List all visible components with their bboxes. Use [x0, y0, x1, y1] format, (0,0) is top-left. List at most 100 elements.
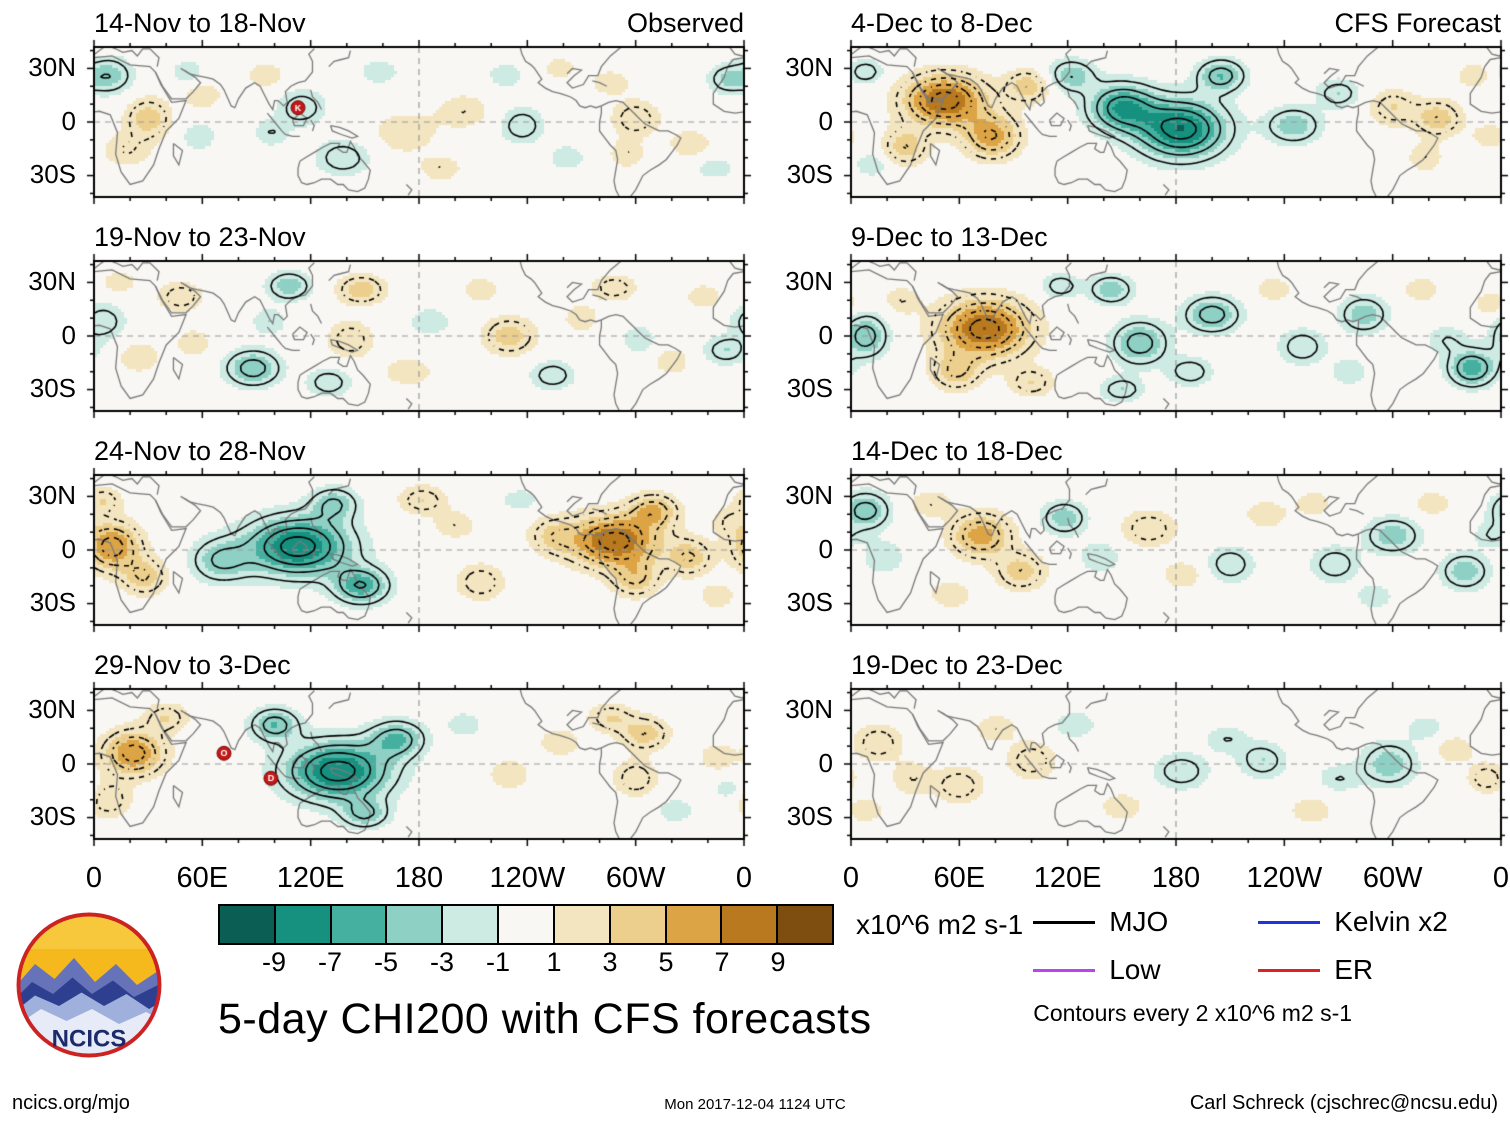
panel-title: 4-Dec to 8-Dec — [851, 8, 1033, 38]
map-panel: 19-Nov to 23-Nov 30N 0 30S — [0, 218, 753, 420]
panel-header: 14-Dec to 18-Dec — [851, 432, 1501, 466]
panel-header: 19-Nov to 23-Nov — [94, 218, 744, 252]
y-axis-label: 0 — [61, 534, 76, 564]
colorbar-segment — [331, 906, 388, 943]
panel-title: 19-Nov to 23-Nov — [94, 222, 306, 252]
legend-label: MJO — [1109, 906, 1169, 937]
colorbar-tick-label: 7 — [714, 947, 730, 977]
colorbar-segment — [275, 906, 332, 943]
panel-body: 30N 0 30S — [0, 466, 753, 634]
map-canvas — [842, 680, 1510, 848]
map-canvas — [842, 252, 1510, 420]
panel-body: 30N 0 30S — [757, 680, 1510, 848]
panel-header: 19-Dec to 23-Dec — [851, 646, 1501, 680]
map-canvas — [85, 38, 753, 206]
map-canvas — [842, 466, 1510, 634]
footer-credit: Carl Schreck (cjschrec@ncsu.edu) — [1189, 1092, 1498, 1114]
x-axis-label: 180 — [394, 862, 444, 894]
panel-title: 24-Nov to 28-Nov — [94, 436, 306, 466]
x-axis-label: 120E — [276, 862, 345, 894]
colorbar-tick-label: -1 — [485, 947, 511, 977]
y-axis-label: 30N — [28, 694, 76, 724]
x-axis-label: 120E — [1033, 862, 1102, 894]
y-axis-label: 0 — [818, 748, 833, 778]
colorbar-tick-label: -7 — [317, 947, 343, 977]
panel-title: 9-Dec to 13-Dec — [851, 222, 1048, 252]
panel-body: 30N 0 30S — [0, 252, 753, 420]
panel-title: 14-Dec to 18-Dec — [851, 436, 1063, 466]
bottom-section: NCICS x10^6 m2 s-1 -9 -7 -5 -3 -1 1 3 5 7 9 5-day… — [0, 904, 1510, 1065]
legend-label: ER — [1334, 954, 1374, 985]
colorbar-tick-label: 3 — [602, 947, 618, 977]
x-axis-label: 0 — [1492, 862, 1510, 894]
y-axis-label: 0 — [61, 748, 76, 778]
legend-entry: MJO — [1033, 906, 1258, 938]
y-axis-label: 30N — [785, 694, 833, 724]
panel-title: 19-Dec to 23-Dec — [851, 650, 1063, 680]
ncics-logo: NCICS — [16, 912, 162, 1058]
x-axis-label: 120W — [1246, 862, 1323, 894]
legend-entry: ER — [1258, 954, 1448, 986]
y-axis-label: 0 — [818, 320, 833, 350]
y-axis-label: 30N — [785, 480, 833, 510]
panel-title: 29-Nov to 3-Dec — [94, 650, 291, 680]
map-panel: 24-Nov to 28-Nov 30N 0 30S — [0, 432, 753, 634]
colorbar-segment — [220, 906, 276, 943]
y-axis-label: 0 — [61, 106, 76, 136]
map-panel: 19-Dec to 23-Dec 30N 0 30S — [757, 646, 1510, 848]
panel-body: 30N 0 30S — [0, 680, 753, 848]
y-axis-label: 30S — [786, 159, 833, 189]
legend: MJO Kelvin x2 Low ER Contours every 2 x10^6… — [1033, 904, 1448, 1027]
y-axis-label: 30N — [28, 266, 76, 296]
y-axis-label: 30N — [28, 52, 76, 82]
legend-entry: Low — [1033, 954, 1258, 986]
map-panel: 9-Dec to 13-Dec 30N 0 30S — [757, 218, 1510, 420]
y-axis-label: 30N — [28, 480, 76, 510]
x-axis-label: 60W — [1362, 862, 1423, 894]
map-canvas — [85, 466, 753, 634]
colorbar-unit-label: x10^6 m2 s-1 — [856, 908, 1024, 940]
legend-line-swatch — [1258, 920, 1321, 924]
y-axis-label: 30N — [785, 52, 833, 82]
colorbar-tick-label: 5 — [658, 947, 674, 977]
colorbar-tick-labels: -9 -7 -5 -3 -1 1 3 5 7 9 — [218, 945, 834, 979]
map-panels-grid: 14-Nov to 18-Nov Observed 30N 0 30S 19-Nov to… — [0, 4, 1510, 902]
observed-column: 14-Nov to 18-Nov Observed 30N 0 30S 19-Nov to… — [0, 4, 753, 902]
legend-line-swatch — [1033, 920, 1096, 924]
colorbar-and-title: x10^6 m2 s-1 -9 -7 -5 -3 -1 1 3 5 7 9 5-day CHI20… — [218, 904, 1023, 1044]
forecast-column: 4-Dec to 8-Dec CFS Forecast 30N 0 30S 9-Dec t… — [757, 4, 1510, 902]
x-axis-label: 120W — [489, 862, 566, 894]
logo-box: NCICS — [14, 904, 170, 1065]
y-axis-label: 30S — [29, 801, 76, 831]
main-title: 5-day CHI200 with CFS forecasts — [218, 995, 872, 1043]
colorbar-tick-label: -3 — [429, 947, 455, 977]
footer-url: ncics.org/mjo — [12, 1092, 130, 1114]
logo-text: NCICS — [52, 1026, 127, 1053]
colorbar-segment — [554, 906, 611, 943]
y-axis-label: 30S — [786, 587, 833, 617]
panel-header: 24-Nov to 28-Nov — [94, 432, 744, 466]
colorbar-tick-label: -9 — [261, 947, 287, 977]
map-panel: 14-Dec to 18-Dec 30N 0 30S — [757, 432, 1510, 634]
colorbar-tick-label: -5 — [373, 947, 399, 977]
colorbar-segment — [778, 906, 832, 943]
map-panel: 14-Nov to 18-Nov Observed 30N 0 30S — [0, 4, 753, 206]
legend-label: Low — [1109, 954, 1161, 985]
y-axis-label: 0 — [818, 106, 833, 136]
y-axis-label: 30N — [785, 266, 833, 296]
footer-timestamp: Mon 2017-12-04 1124 UTC — [664, 1096, 846, 1113]
colorbar-segment — [443, 906, 500, 943]
map-panel: 4-Dec to 8-Dec CFS Forecast 30N 0 30S — [757, 4, 1510, 206]
panel-header: 4-Dec to 8-Dec CFS Forecast — [851, 4, 1501, 38]
x-axis-labels: 0 60E 120E 180 120W 60W 0 — [843, 860, 1509, 902]
legend-line-swatch — [1258, 968, 1321, 972]
colorbar-segment — [722, 906, 779, 943]
colorbar-segment — [610, 906, 667, 943]
map-canvas — [85, 252, 753, 420]
panel-body: 30N 0 30S — [757, 252, 1510, 420]
panel-corner-label: Observed — [626, 8, 744, 38]
legend-line-swatch — [1033, 968, 1096, 972]
x-axis-label: 0 — [842, 862, 860, 894]
y-axis-label: 30S — [29, 373, 76, 403]
panel-body: 30N 0 30S — [0, 38, 753, 206]
